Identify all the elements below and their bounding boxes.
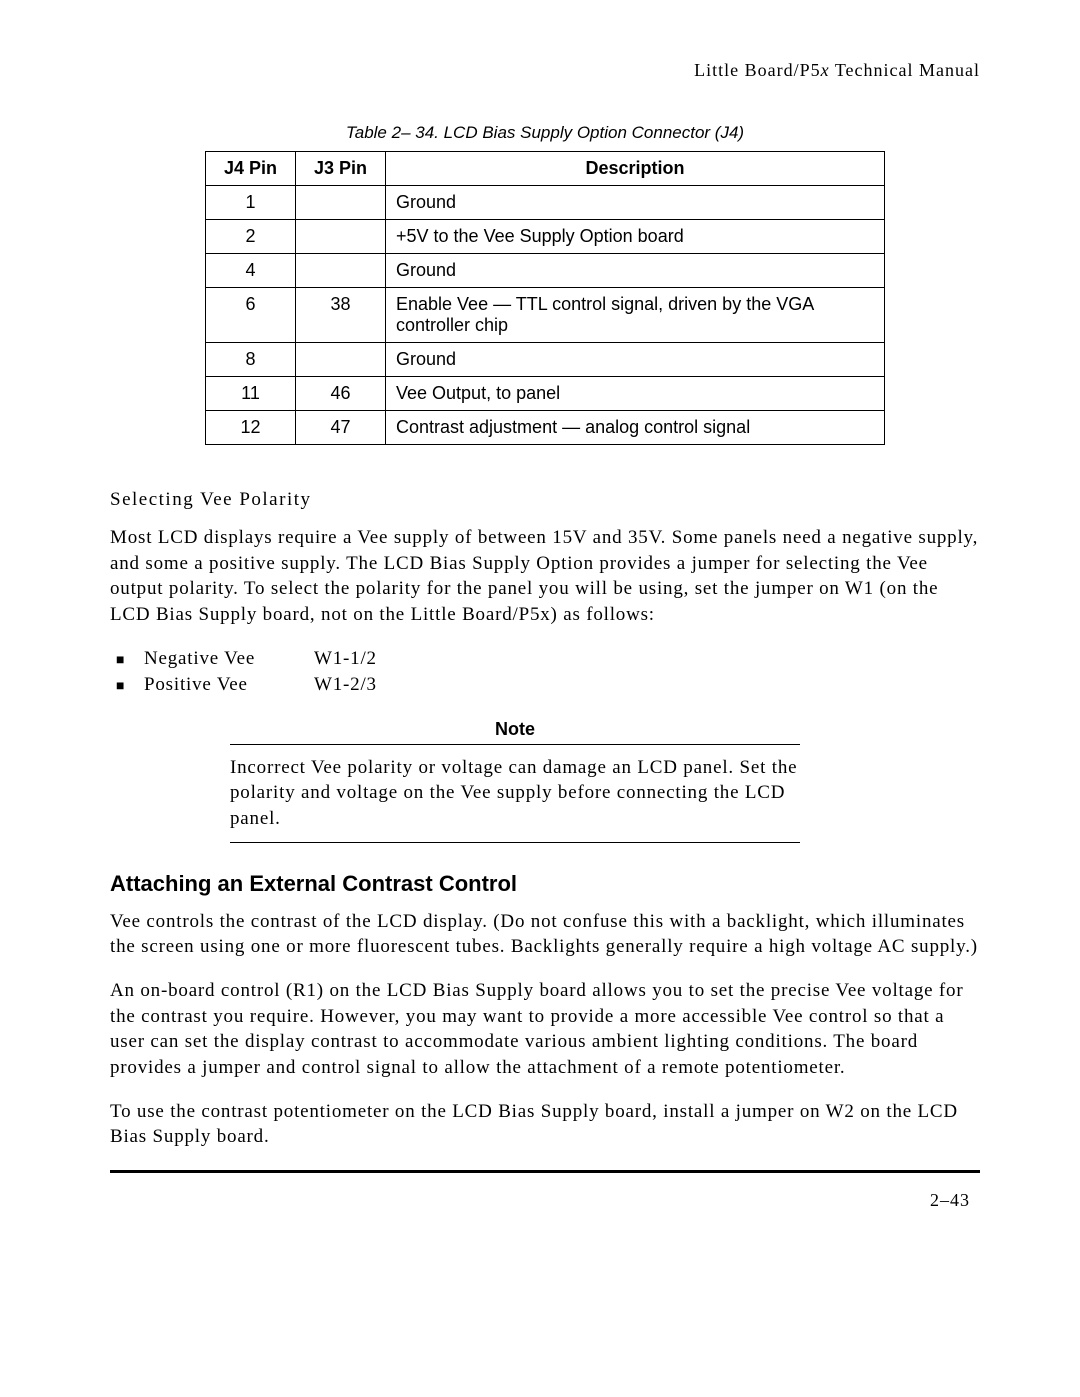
cell: Ground — [386, 343, 885, 377]
table-row: 12 47 Contrast adjustment — analog contr… — [206, 411, 885, 445]
cell: 1 — [206, 186, 296, 220]
header-tail: Technical Manual — [830, 60, 980, 80]
table-row: 2 +5V to the Vee Supply Option board — [206, 220, 885, 254]
paragraph: Vee controls the contrast of the LCD dis… — [110, 909, 980, 960]
cell: 11 — [206, 377, 296, 411]
cell — [296, 254, 386, 288]
cell: 38 — [296, 288, 386, 343]
cell: 12 — [206, 411, 296, 445]
table-caption: Table 2– 34. LCD Bias Supply Option Conn… — [110, 123, 980, 143]
note-title: Note — [230, 719, 800, 740]
table-row: 11 46 Vee Output, to panel — [206, 377, 885, 411]
cell: 47 — [296, 411, 386, 445]
note-rule-top — [230, 744, 800, 745]
cell: 2 — [206, 220, 296, 254]
table-row: 6 38 Enable Vee — TTL control signal, dr… — [206, 288, 885, 343]
table-row: 1 Ground — [206, 186, 885, 220]
running-header: Little Board/P5x Technical Manual — [110, 60, 980, 81]
cell: 46 — [296, 377, 386, 411]
cell: Ground — [386, 254, 885, 288]
item-label: Positive Vee — [144, 672, 314, 699]
note-text: Incorrect Vee polarity or voltage can da… — [230, 755, 800, 832]
bullet-icon: ■ — [116, 677, 144, 697]
jumper-list: ■ Negative Vee W1-1/2 ■ Positive Vee W1-… — [116, 646, 980, 699]
section-heading-contrast: Attaching an External Contrast Control — [110, 871, 980, 897]
table-header: J4 Pin — [206, 152, 296, 186]
item-value: W1-1/2 — [314, 646, 377, 673]
header-plain: Little Board/P5 — [694, 60, 821, 80]
cell: 6 — [206, 288, 296, 343]
table-row: 8 Ground — [206, 343, 885, 377]
bullet-icon: ■ — [116, 651, 144, 671]
cell: +5V to the Vee Supply Option board — [386, 220, 885, 254]
list-item: ■ Negative Vee W1-1/2 — [116, 646, 980, 673]
item-label: Negative Vee — [144, 646, 314, 673]
page-content: Little Board/P5x Technical Manual Table … — [110, 60, 980, 1168]
header-italic: x — [821, 60, 830, 80]
list-item: ■ Positive Vee W1-2/3 — [116, 672, 980, 699]
table-header: J3 Pin — [296, 152, 386, 186]
cell: Vee Output, to panel — [386, 377, 885, 411]
cell: 4 — [206, 254, 296, 288]
footer-rule — [110, 1170, 980, 1173]
cell — [296, 220, 386, 254]
pin-table: J4 Pin J3 Pin Description 1 Ground 2 +5V… — [205, 151, 885, 445]
table-row: 4 Ground — [206, 254, 885, 288]
paragraph: To use the contrast potentiometer on the… — [110, 1099, 980, 1150]
paragraph: Most LCD displays require a Vee supply o… — [110, 525, 980, 628]
item-value: W1-2/3 — [314, 672, 377, 699]
note-rule-bottom — [230, 842, 800, 843]
paragraph: An on-board control (R1) on the LCD Bias… — [110, 978, 980, 1081]
table-body: 1 Ground 2 +5V to the Vee Supply Option … — [206, 186, 885, 445]
subheading-vee-polarity: Selecting Vee Polarity — [110, 489, 980, 511]
cell: Ground — [386, 186, 885, 220]
cell: 8 — [206, 343, 296, 377]
page-number: 2–43 — [930, 1190, 970, 1211]
cell — [296, 343, 386, 377]
cell — [296, 186, 386, 220]
note-block: Note Incorrect Vee polarity or voltage c… — [230, 719, 800, 843]
cell: Enable Vee — TTL control signal, driven … — [386, 288, 885, 343]
cell: Contrast adjustment — analog control sig… — [386, 411, 885, 445]
table-header: Description — [386, 152, 885, 186]
